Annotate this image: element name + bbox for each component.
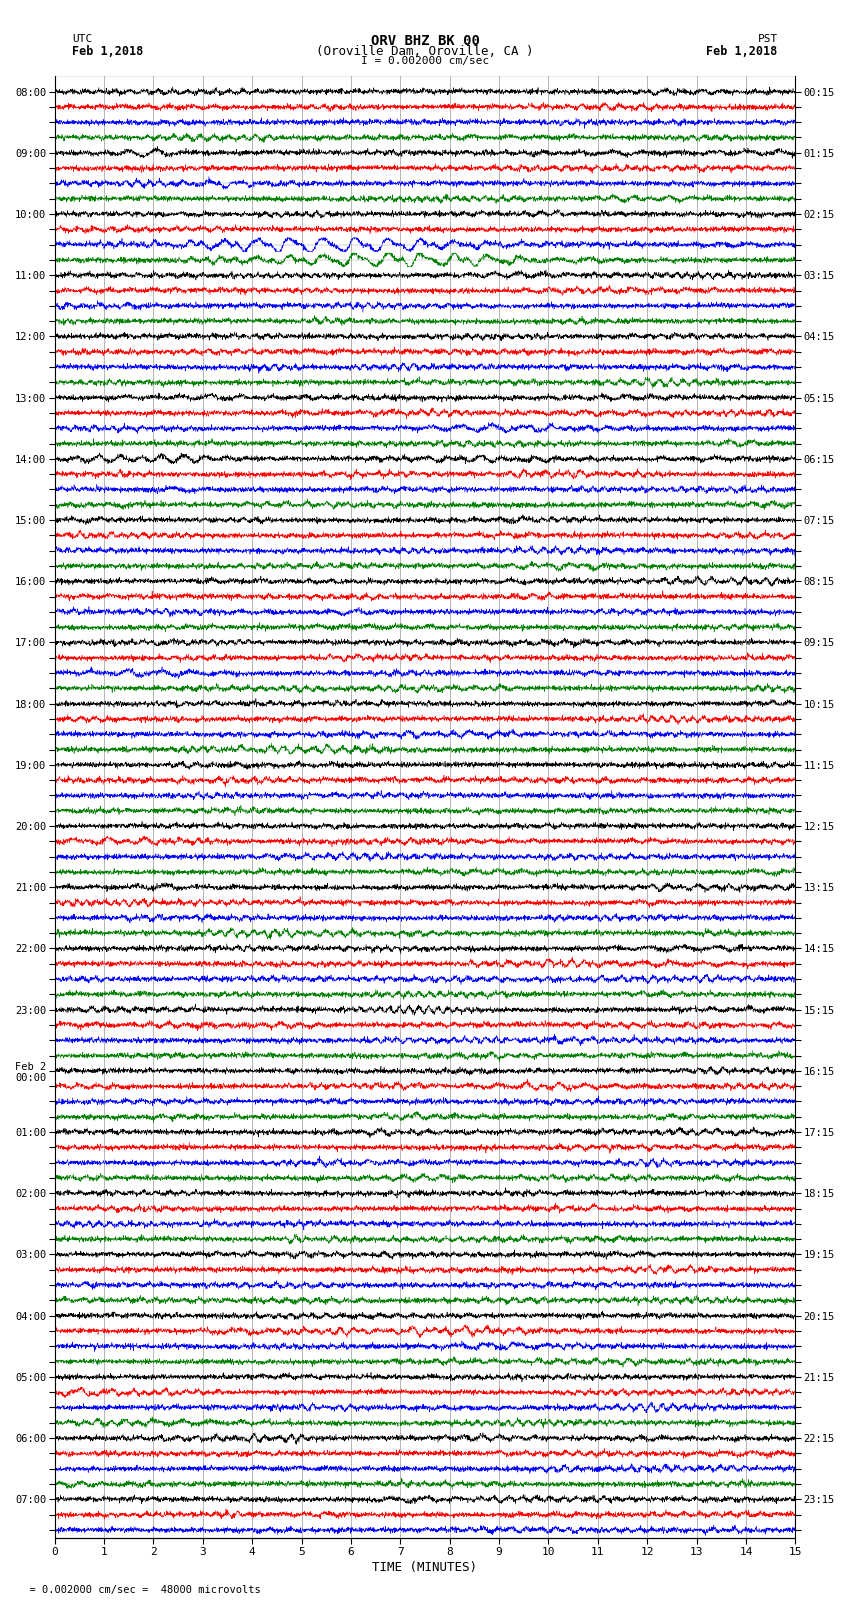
Text: I = 0.002000 cm/sec: I = 0.002000 cm/sec [361, 56, 489, 66]
Text: (Oroville Dam, Oroville, CA ): (Oroville Dam, Oroville, CA ) [316, 45, 534, 58]
X-axis label: TIME (MINUTES): TIME (MINUTES) [372, 1561, 478, 1574]
Text: PST: PST [757, 34, 778, 44]
Text: UTC: UTC [72, 34, 93, 44]
Text: Feb 1,2018: Feb 1,2018 [706, 45, 778, 58]
Text: = 0.002000 cm/sec =  48000 microvolts: = 0.002000 cm/sec = 48000 microvolts [17, 1586, 261, 1595]
Text: Feb 1,2018: Feb 1,2018 [72, 45, 144, 58]
Text: ORV BHZ BK 00: ORV BHZ BK 00 [371, 34, 479, 48]
